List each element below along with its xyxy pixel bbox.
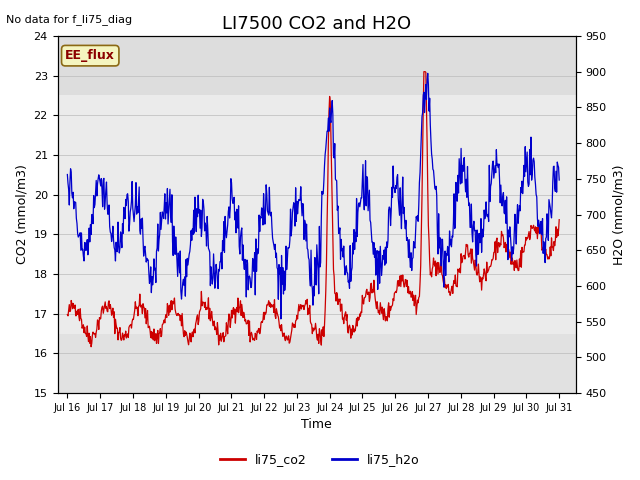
X-axis label: Time: Time — [301, 419, 332, 432]
Bar — [58, 36, 575, 96]
Legend: li75_co2, li75_h2o: li75_co2, li75_h2o — [215, 448, 425, 471]
Y-axis label: CO2 (mmol/m3): CO2 (mmol/m3) — [15, 165, 28, 264]
Y-axis label: H2O (mmol/m3): H2O (mmol/m3) — [612, 164, 625, 265]
Title: LI7500 CO2 and H2O: LI7500 CO2 and H2O — [222, 15, 411, 33]
Text: No data for f_li75_diag: No data for f_li75_diag — [6, 14, 132, 25]
Text: EE_flux: EE_flux — [65, 49, 115, 62]
Bar — [58, 334, 575, 393]
